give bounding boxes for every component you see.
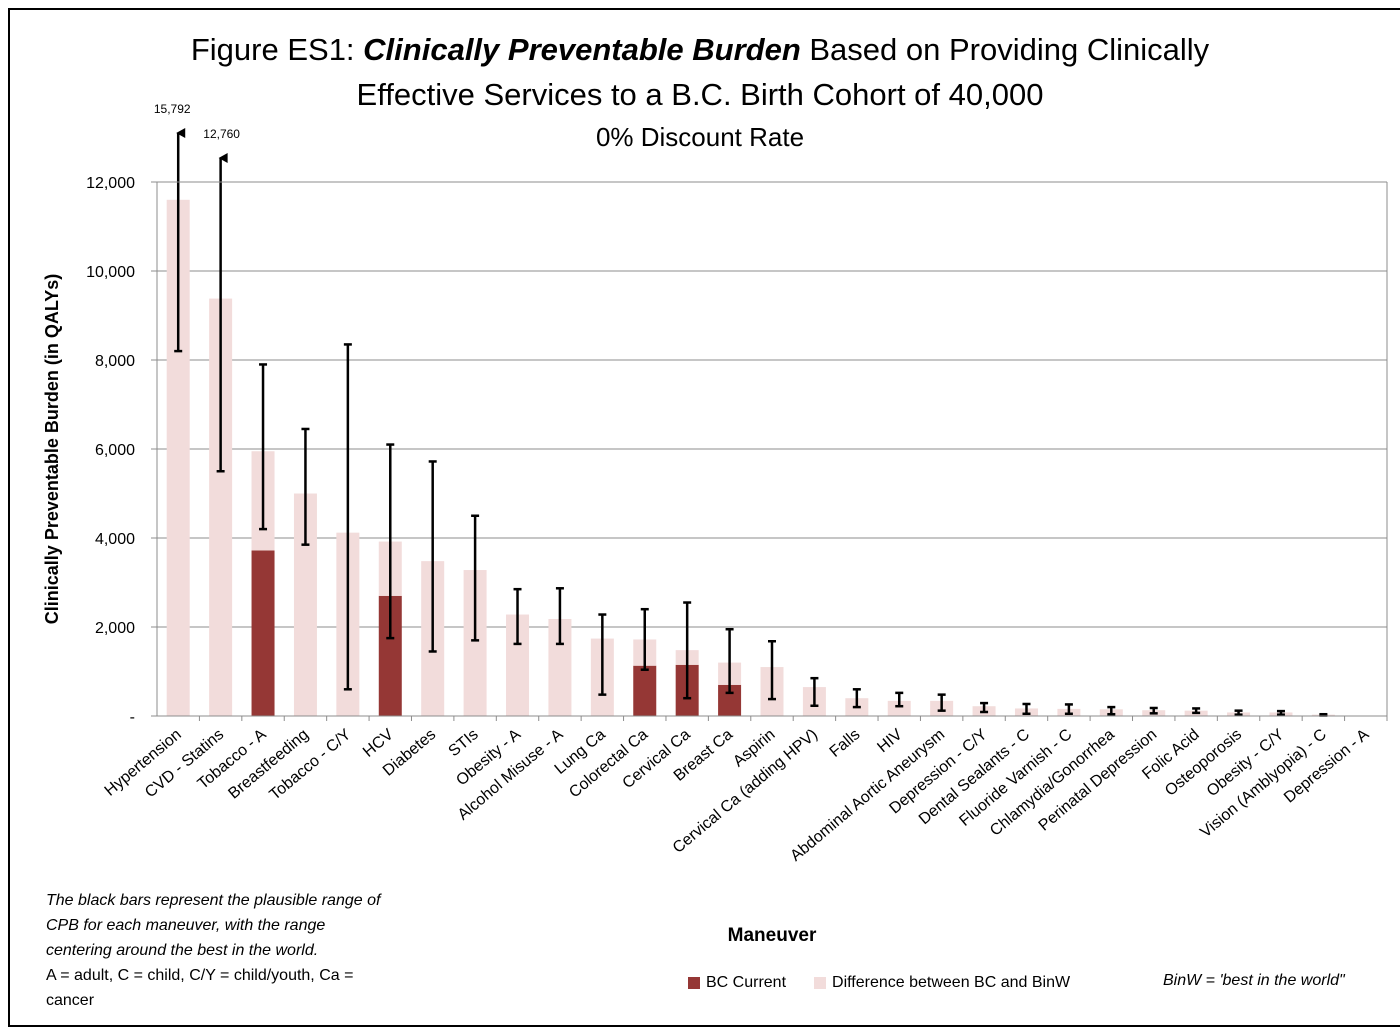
note-line-5: cancer: [46, 992, 95, 1009]
chart-title-line-2: Effective Services to a B.C. Birth Cohor…: [356, 77, 1044, 112]
legend-item-current: BC Current: [688, 974, 786, 992]
y-axis-title: Clinically Preventable Burden (in QALYs): [42, 274, 62, 624]
binw-note: BinW = 'best in the world": [1163, 972, 1345, 989]
bar-difference: [548, 618, 572, 716]
title-suffix: Based on Providing Clinically: [800, 32, 1210, 67]
note-line-4: A = adult, C = child, C/Y = child/youth,…: [46, 967, 354, 984]
legend-item-difference: Difference between BC and BinW: [814, 974, 1070, 992]
title-prefix: Figure ES1:: [190, 32, 364, 67]
range-value-label: 15,792: [154, 102, 191, 116]
legend-label-difference: Difference between BC and BinW: [832, 974, 1071, 991]
x-category-label: HIV: [874, 726, 906, 756]
y-tick-label: 4,000: [95, 531, 135, 548]
bar-difference: [506, 614, 530, 716]
title-emphasis: Clinically Preventable Burden: [363, 32, 801, 67]
bar-difference: [166, 199, 190, 717]
legend-label-current: BC Current: [706, 974, 787, 991]
bar-bc-current: [718, 684, 742, 716]
note-line-2: CPB for each maneuver, with the range: [46, 917, 326, 934]
chart-subtitle: 0% Discount Rate: [595, 122, 805, 152]
bar-bc-current: [378, 595, 402, 716]
chart-legend: BC Current Difference between BC and Bin…: [688, 974, 1098, 992]
y-tick-label: 8,000: [95, 353, 135, 370]
range-value-label: 12,760: [203, 127, 240, 141]
bar-difference: [293, 493, 317, 716]
x-category-label: STIs: [446, 726, 482, 760]
legend-swatch-current: [688, 977, 700, 989]
y-tick-label: 6,000: [95, 442, 135, 459]
y-tick-label: 10,000: [86, 264, 135, 281]
x-category-label: Falls: [827, 726, 864, 761]
bar-difference: [887, 700, 911, 716]
y-tick-label: 12,000: [86, 175, 135, 192]
x-axis-title: Maneuver: [728, 925, 817, 946]
bar-difference: [209, 298, 233, 716]
y-tick-label: -: [130, 709, 135, 726]
note-line-3: centering around the best in the world.: [46, 942, 319, 959]
chart-title-line-1: Figure ES1: Clinically Preventable Burde…: [0, 32, 1400, 68]
bar-difference: [463, 570, 487, 716]
x-category-label: HCV: [360, 726, 397, 761]
bar-bc-current: [633, 665, 657, 716]
legend-swatch-difference: [814, 977, 827, 989]
note-line-1: The black bars represent the plausible r…: [46, 892, 381, 909]
bar-bc-current: [251, 550, 275, 716]
chart-footnote: The black bars represent the plausible r…: [46, 888, 446, 1013]
y-tick-label: 2,000: [95, 620, 135, 637]
